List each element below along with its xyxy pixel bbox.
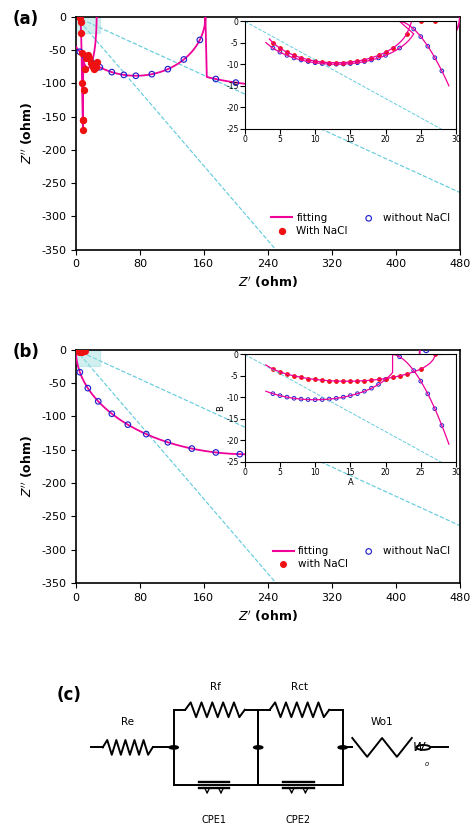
Point [164,435,172,449]
Point [82,51,89,64]
Point [75,345,83,359]
Text: Re: Re [121,717,134,727]
Polygon shape [76,349,100,366]
Text: (c): (c) [57,686,82,704]
Point [360,73,367,87]
Text: (b): (b) [12,343,39,361]
Point [74,344,82,358]
Point [77,346,84,359]
Point [398,389,406,403]
Point [108,65,116,78]
Point [108,407,116,420]
Point [80,83,88,97]
Point [424,51,431,64]
Point [78,77,86,90]
Text: Rct: Rct [291,682,308,692]
Point [316,79,324,93]
Y-axis label: $Z''$ (ohm): $Z''$ (ohm) [20,435,36,497]
Point [84,381,91,394]
Point [422,343,430,356]
Point [77,15,84,28]
Point [88,56,96,69]
Point [91,62,98,75]
Point [280,80,288,93]
Point [380,407,388,420]
Point [94,394,102,408]
Point [236,448,244,461]
Point [264,79,272,93]
Point [124,418,132,431]
Point [132,69,140,83]
Point [78,27,85,40]
Text: (a): (a) [12,10,38,28]
Point [96,61,104,74]
Point [73,344,81,357]
Point [78,47,86,60]
Point [76,365,83,379]
Text: CPE1: CPE1 [201,815,227,825]
Point [76,12,83,25]
Point [164,63,172,76]
Point [248,78,255,91]
Point [94,55,101,68]
Circle shape [338,746,347,749]
Point [180,53,188,66]
Circle shape [169,746,178,749]
Point [78,345,86,359]
Point [76,346,83,359]
Point [284,445,292,458]
Text: CPE2: CPE2 [286,815,311,825]
Circle shape [254,746,263,749]
Point [260,447,268,460]
Point [80,113,87,127]
Point [308,440,316,454]
Point [332,433,339,446]
X-axis label: $Z'$ (ohm): $Z'$ (ohm) [238,275,298,290]
Point [212,73,219,86]
Point [79,123,87,137]
Point [196,33,204,47]
Y-axis label: $Z''$ (ohm): $Z''$ (ohm) [20,102,36,164]
Legend: fitting, with NaCl, without NaCl: fitting, with NaCl, without NaCl [269,542,455,573]
Point [84,48,91,62]
Point [81,62,89,75]
Point [87,57,95,70]
Point [412,365,419,379]
Point [300,80,308,93]
Point [212,446,219,460]
X-axis label: $Z'$ (ohm): $Z'$ (ohm) [238,608,298,624]
Point [82,51,90,64]
Point [92,60,100,73]
Point [392,65,400,78]
Text: Wo1: Wo1 [371,717,393,727]
Point [89,60,96,73]
Point [79,113,86,127]
Point [86,51,93,64]
Point [76,45,83,58]
Point [356,422,364,435]
Point [120,68,128,82]
Legend: fitting, With NaCl, without NaCl: fitting, With NaCl, without NaCl [267,208,455,240]
Point [188,442,196,455]
Text: $W$: $W$ [412,741,427,754]
Point [142,428,150,441]
Point [232,76,239,89]
Text: $_o$: $_o$ [424,759,430,769]
Point [148,68,155,81]
Point [82,344,89,358]
Text: Rf: Rf [210,682,220,692]
Point [80,344,88,358]
Polygon shape [76,17,100,33]
Point [336,77,344,90]
Point [292,80,300,93]
